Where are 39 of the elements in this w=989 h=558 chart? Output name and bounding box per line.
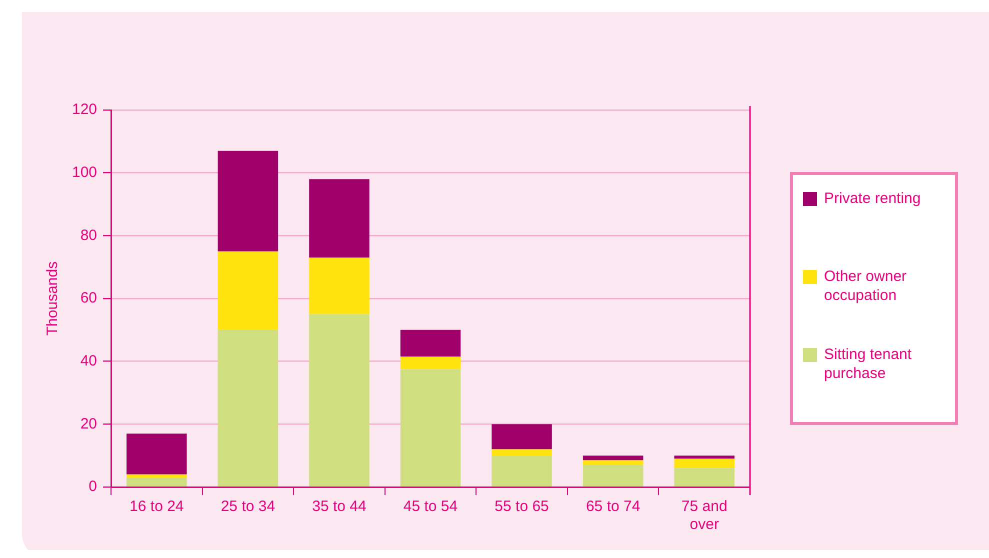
bar xyxy=(309,314,370,486)
bar xyxy=(674,468,734,486)
bar xyxy=(218,330,278,486)
bar xyxy=(400,330,461,357)
bar xyxy=(400,356,461,370)
bar xyxy=(492,456,552,486)
x-tick-label: 35 to 44 xyxy=(312,498,366,516)
bar xyxy=(582,465,644,486)
y-tick-label: 60 xyxy=(80,290,98,307)
bar xyxy=(674,458,734,468)
bar xyxy=(218,150,278,252)
bar xyxy=(126,474,187,478)
x-tick-label: 16 to 24 xyxy=(130,498,184,516)
bar xyxy=(674,456,734,459)
x-tick-label: 25 to 34 xyxy=(220,498,276,516)
y-tick-label: 120 xyxy=(72,101,98,118)
bar xyxy=(126,478,187,486)
y-axis-title: Thousands xyxy=(44,261,62,336)
y-tick-label: 0 xyxy=(88,478,98,496)
y-tick-label: 80 xyxy=(80,226,98,244)
bar xyxy=(582,460,644,466)
bar xyxy=(218,251,278,330)
x-tick-label: 55 to 65 xyxy=(494,498,549,516)
bar xyxy=(309,179,370,258)
bar xyxy=(582,456,644,460)
bar xyxy=(126,434,187,474)
y-tick-label: 40 xyxy=(80,352,98,370)
legend-label: Other owner occupation xyxy=(824,267,908,305)
bar xyxy=(400,369,461,486)
legend-label: Private renting xyxy=(824,189,922,208)
bar xyxy=(492,424,552,450)
x-tick-label: 65 to 74 xyxy=(586,498,640,516)
bar xyxy=(492,449,552,456)
x-tick-label: 45 to 54 xyxy=(403,498,458,516)
y-tick-label: 20 xyxy=(80,415,98,432)
x-tick-label: 75 and over xyxy=(681,498,728,534)
legend-label: Sitting tenant purchase xyxy=(824,345,913,383)
bar xyxy=(309,258,370,314)
y-tick-label: 100 xyxy=(72,164,98,181)
